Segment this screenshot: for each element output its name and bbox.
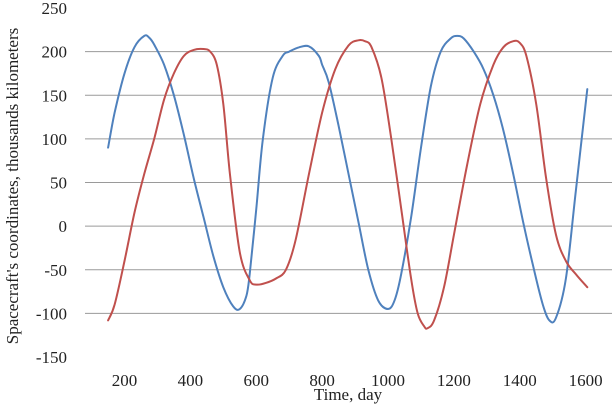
gridlines	[85, 51, 612, 314]
series-line-2	[107, 38, 589, 330]
y-tick-label: 0	[59, 217, 68, 236]
x-axis-title: Time, day	[314, 385, 383, 404]
x-tick-labels: 200 400 600 800 1000 1200 1400 1600	[112, 371, 603, 390]
x-tick-label: 800	[309, 371, 335, 390]
x-tick-label: 1000	[371, 371, 405, 390]
y-tick-label: 150	[42, 86, 68, 105]
y-tick-label: -100	[36, 304, 67, 323]
y-tick-label: 250	[42, 0, 68, 18]
x-tick-label: 200	[112, 371, 138, 390]
y-tick-label: 200	[42, 43, 68, 62]
y-axis-title: Spacecraft's coordinates, thousands kilo…	[3, 28, 22, 345]
x-tick-label: 600	[244, 371, 270, 390]
y-tick-label: -50	[44, 261, 67, 280]
y-tick-labels: -150 -100 -50 0 50 100 150 200 250	[36, 0, 67, 367]
y-tick-label: 50	[50, 174, 67, 193]
x-tick-label: 1600	[569, 371, 603, 390]
series-lines	[107, 34, 589, 330]
y-tick-label: -150	[36, 348, 67, 367]
y-tick-label: 100	[42, 130, 68, 149]
x-tick-label: 1200	[437, 371, 471, 390]
series-line-1	[107, 34, 589, 324]
x-tick-label: 1400	[503, 371, 537, 390]
x-tick-label: 400	[178, 371, 204, 390]
